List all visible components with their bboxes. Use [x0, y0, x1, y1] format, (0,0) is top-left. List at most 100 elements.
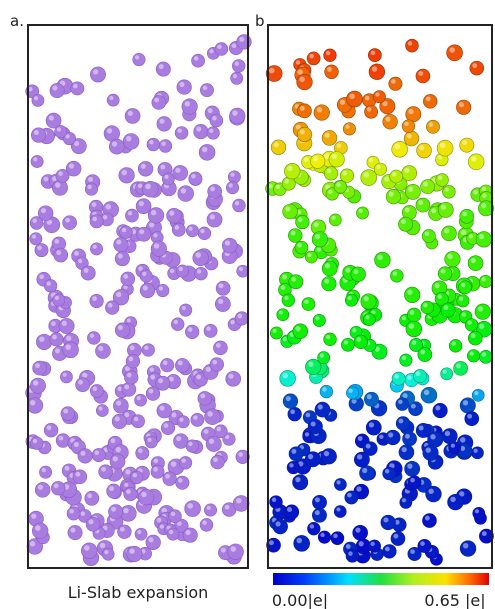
atom: [126, 354, 140, 368]
atom: [35, 482, 50, 497]
atom: [354, 335, 368, 349]
atom: [115, 251, 129, 265]
atom-highlight: [327, 67, 332, 72]
atom-highlight: [309, 54, 314, 59]
atom-highlight: [51, 321, 56, 326]
atom-highlight: [478, 306, 483, 311]
atom-highlight: [475, 509, 479, 513]
atom: [329, 214, 341, 226]
atom-highlight: [375, 92, 379, 96]
atom: [465, 318, 478, 331]
atom: [442, 185, 455, 198]
atom: [32, 94, 44, 106]
atom-highlight: [171, 512, 176, 517]
atom: [313, 314, 325, 326]
atom-highlight: [418, 71, 423, 76]
atom-highlight: [116, 447, 121, 452]
atom: [280, 370, 296, 386]
atom-highlight: [297, 538, 303, 544]
atom-highlight: [469, 234, 473, 238]
atom-highlight: [188, 226, 192, 230]
atom: [312, 495, 326, 509]
atom: [233, 199, 246, 212]
atom-highlight: [286, 396, 291, 401]
atom-highlight: [289, 463, 293, 467]
atom: [182, 99, 198, 115]
atom: [92, 448, 105, 461]
atom-highlight: [30, 541, 35, 546]
atom: [137, 227, 151, 241]
atom: [211, 455, 225, 469]
atom-highlight: [391, 79, 396, 84]
atom: [294, 535, 310, 551]
atom-highlight: [426, 97, 431, 102]
atom-highlight: [147, 438, 151, 442]
atom-highlight: [159, 64, 164, 69]
atom: [229, 108, 245, 124]
atom: [456, 100, 470, 114]
atom-highlight: [34, 96, 38, 100]
atom-highlight: [459, 102, 464, 107]
atom: [67, 507, 80, 520]
atom-highlight: [467, 414, 472, 419]
atom-highlight: [103, 215, 108, 220]
atom-highlight: [207, 506, 211, 510]
atom: [282, 294, 295, 307]
atom-highlight: [228, 374, 233, 379]
atom-highlight: [305, 432, 309, 436]
atom: [408, 476, 421, 489]
atom: [468, 154, 484, 170]
atom-highlight: [126, 489, 131, 494]
atom-highlight: [459, 297, 463, 301]
atom: [320, 385, 333, 398]
atom-highlight: [383, 517, 388, 522]
panel-label: b: [255, 12, 265, 30]
atom: [460, 541, 476, 557]
atom: [368, 49, 381, 62]
colorbar-max-label: 0.65 |e|: [424, 591, 485, 609]
atom-highlight: [118, 325, 123, 330]
atom-highlight: [399, 419, 404, 424]
atom-highlight: [471, 258, 476, 263]
atom: [193, 250, 209, 266]
atom: [127, 546, 142, 561]
atom-highlight: [318, 404, 323, 409]
atom-highlight: [46, 281, 50, 285]
atom-highlight: [424, 390, 430, 396]
atom: [471, 447, 483, 459]
atom-highlight: [196, 252, 201, 257]
atom-highlight: [52, 86, 57, 91]
atom: [421, 387, 437, 403]
atom-highlight: [58, 171, 63, 176]
atom-highlight: [207, 411, 213, 417]
atom-highlight: [209, 49, 213, 53]
atom-highlight: [120, 527, 125, 532]
atom: [122, 382, 136, 396]
atom-highlight: [467, 320, 471, 324]
atom: [176, 265, 188, 277]
atom-highlight: [141, 492, 146, 497]
atom: [289, 447, 303, 461]
atom: [136, 199, 151, 214]
atom: [277, 309, 289, 321]
atom-highlight: [33, 380, 38, 385]
atom: [200, 518, 213, 531]
atom: [297, 104, 311, 118]
atom-highlight: [115, 416, 120, 421]
colorbar-min-label: 0.00|e|: [272, 591, 328, 609]
atom-highlight: [274, 142, 279, 147]
atom: [459, 281, 472, 294]
atom-highlight: [181, 458, 185, 462]
atom-highlight: [358, 436, 363, 441]
atom: [38, 206, 53, 221]
atom-highlight: [462, 312, 466, 316]
atom-highlight: [440, 143, 446, 149]
atom-highlight: [160, 165, 165, 170]
atom-highlight: [159, 286, 163, 290]
atom-highlight: [70, 528, 75, 533]
atom-highlight: [74, 442, 79, 447]
atom-highlight: [52, 335, 57, 340]
atom-highlight: [39, 336, 44, 341]
atom-highlight: [148, 537, 153, 542]
atom-highlight: [122, 170, 127, 175]
